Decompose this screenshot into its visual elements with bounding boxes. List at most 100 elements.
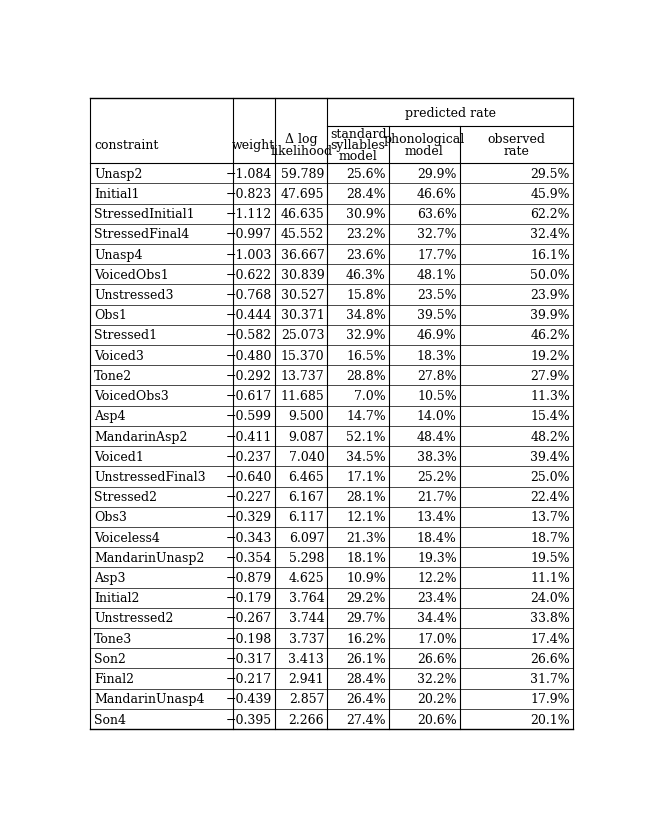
Text: 46.9%: 46.9% xyxy=(417,329,457,342)
Text: 9.087: 9.087 xyxy=(289,430,324,443)
Text: 2.941: 2.941 xyxy=(289,672,324,686)
Text: rate: rate xyxy=(503,145,529,158)
Text: 46.2%: 46.2% xyxy=(530,329,570,342)
Text: Initial2: Initial2 xyxy=(94,591,139,604)
Text: −0.317: −0.317 xyxy=(226,652,272,665)
Text: −0.227: −0.227 xyxy=(226,490,272,503)
Text: 26.6%: 26.6% xyxy=(530,652,570,665)
Text: Voiceless4: Voiceless4 xyxy=(94,531,160,544)
Text: Unasp2: Unasp2 xyxy=(94,167,142,181)
Text: 27.9%: 27.9% xyxy=(531,369,570,383)
Text: 48.1%: 48.1% xyxy=(417,268,457,282)
Text: −1.112: −1.112 xyxy=(226,208,272,221)
Text: 27.8%: 27.8% xyxy=(417,369,457,383)
Text: Asp4: Asp4 xyxy=(94,410,126,423)
Text: 23.5%: 23.5% xyxy=(417,289,457,301)
Text: 23.2%: 23.2% xyxy=(346,229,386,241)
Text: 52.1%: 52.1% xyxy=(346,430,386,443)
Text: 48.2%: 48.2% xyxy=(530,430,570,443)
Text: 23.4%: 23.4% xyxy=(417,591,457,604)
Text: MandarinUnasp2: MandarinUnasp2 xyxy=(94,551,204,564)
Text: 18.7%: 18.7% xyxy=(530,531,570,544)
Text: 17.4%: 17.4% xyxy=(530,632,570,645)
Text: 19.3%: 19.3% xyxy=(417,551,457,564)
Text: Stressed1: Stressed1 xyxy=(94,329,157,342)
Text: 16.1%: 16.1% xyxy=(530,248,570,262)
Text: −0.444: −0.444 xyxy=(226,309,272,322)
Text: 59.789: 59.789 xyxy=(281,167,324,181)
Text: 4.625: 4.625 xyxy=(289,571,324,585)
Text: 32.9%: 32.9% xyxy=(346,329,386,342)
Text: 13.4%: 13.4% xyxy=(417,511,457,524)
Text: 24.0%: 24.0% xyxy=(530,591,570,604)
Text: Voiced3: Voiced3 xyxy=(94,349,144,362)
Text: Son4: Son4 xyxy=(94,713,126,725)
Text: 31.7%: 31.7% xyxy=(530,672,570,686)
Text: −0.599: −0.599 xyxy=(226,410,272,423)
Text: −0.237: −0.237 xyxy=(226,450,272,463)
Text: 20.2%: 20.2% xyxy=(417,692,457,705)
Text: StressedInitial1: StressedInitial1 xyxy=(94,208,195,221)
Text: 17.9%: 17.9% xyxy=(531,692,570,705)
Text: 3.744: 3.744 xyxy=(289,612,324,624)
Text: 63.6%: 63.6% xyxy=(417,208,457,221)
Text: −0.439: −0.439 xyxy=(226,692,272,705)
Text: 6.465: 6.465 xyxy=(289,470,324,484)
Text: 28.4%: 28.4% xyxy=(346,188,386,200)
Text: 15.4%: 15.4% xyxy=(530,410,570,423)
Text: 18.4%: 18.4% xyxy=(417,531,457,544)
Text: −0.617: −0.617 xyxy=(226,390,272,402)
Text: −0.395: −0.395 xyxy=(226,713,272,725)
Text: 7.0%: 7.0% xyxy=(354,390,386,402)
Text: Voiced1: Voiced1 xyxy=(94,450,144,463)
Text: standard: standard xyxy=(330,128,386,142)
Text: −0.354: −0.354 xyxy=(226,551,272,564)
Text: 20.6%: 20.6% xyxy=(417,713,457,725)
Text: 27.4%: 27.4% xyxy=(346,713,386,725)
Text: VoicedObs1: VoicedObs1 xyxy=(94,268,169,282)
Text: 25.0%: 25.0% xyxy=(531,470,570,484)
Text: 13.737: 13.737 xyxy=(281,369,324,383)
Text: −0.768: −0.768 xyxy=(226,289,272,301)
Text: 12.2%: 12.2% xyxy=(417,571,457,585)
Text: 18.1%: 18.1% xyxy=(346,551,386,564)
Text: 16.2%: 16.2% xyxy=(346,632,386,645)
Text: 15.8%: 15.8% xyxy=(346,289,386,301)
Text: 16.5%: 16.5% xyxy=(346,349,386,362)
Text: −0.997: −0.997 xyxy=(226,229,272,241)
Text: −0.329: −0.329 xyxy=(226,511,272,524)
Text: −1.003: −1.003 xyxy=(226,248,272,262)
Text: 3.737: 3.737 xyxy=(289,632,324,645)
Text: phonological: phonological xyxy=(384,132,465,146)
Text: 36.667: 36.667 xyxy=(281,248,324,262)
Text: 26.6%: 26.6% xyxy=(417,652,457,665)
Text: Obs1: Obs1 xyxy=(94,309,127,322)
Text: 17.7%: 17.7% xyxy=(417,248,457,262)
Text: 11.1%: 11.1% xyxy=(530,571,570,585)
Text: 32.7%: 32.7% xyxy=(417,229,457,241)
Text: 11.3%: 11.3% xyxy=(530,390,570,402)
Text: 10.9%: 10.9% xyxy=(346,571,386,585)
Text: 13.7%: 13.7% xyxy=(530,511,570,524)
Text: 14.7%: 14.7% xyxy=(346,410,386,423)
Text: 30.371: 30.371 xyxy=(281,309,324,322)
Text: Son2: Son2 xyxy=(94,652,126,665)
Text: −0.267: −0.267 xyxy=(226,612,272,624)
Text: 21.3%: 21.3% xyxy=(346,531,386,544)
Text: likelihood: likelihood xyxy=(270,145,333,158)
Text: 47.695: 47.695 xyxy=(281,188,324,200)
Text: 32.4%: 32.4% xyxy=(530,229,570,241)
Text: Tone3: Tone3 xyxy=(94,632,132,645)
Text: MandarinAsp2: MandarinAsp2 xyxy=(94,430,188,443)
Text: 15.370: 15.370 xyxy=(281,349,324,362)
Text: −0.292: −0.292 xyxy=(226,369,272,383)
Text: Unasp4: Unasp4 xyxy=(94,248,142,262)
Text: 28.4%: 28.4% xyxy=(346,672,386,686)
Text: 34.8%: 34.8% xyxy=(346,309,386,322)
Text: 48.4%: 48.4% xyxy=(417,430,457,443)
Text: 46.6%: 46.6% xyxy=(417,188,457,200)
Text: 33.8%: 33.8% xyxy=(530,612,570,624)
Text: syllables: syllables xyxy=(331,139,386,152)
Text: 34.4%: 34.4% xyxy=(417,612,457,624)
Text: −0.480: −0.480 xyxy=(226,349,272,362)
